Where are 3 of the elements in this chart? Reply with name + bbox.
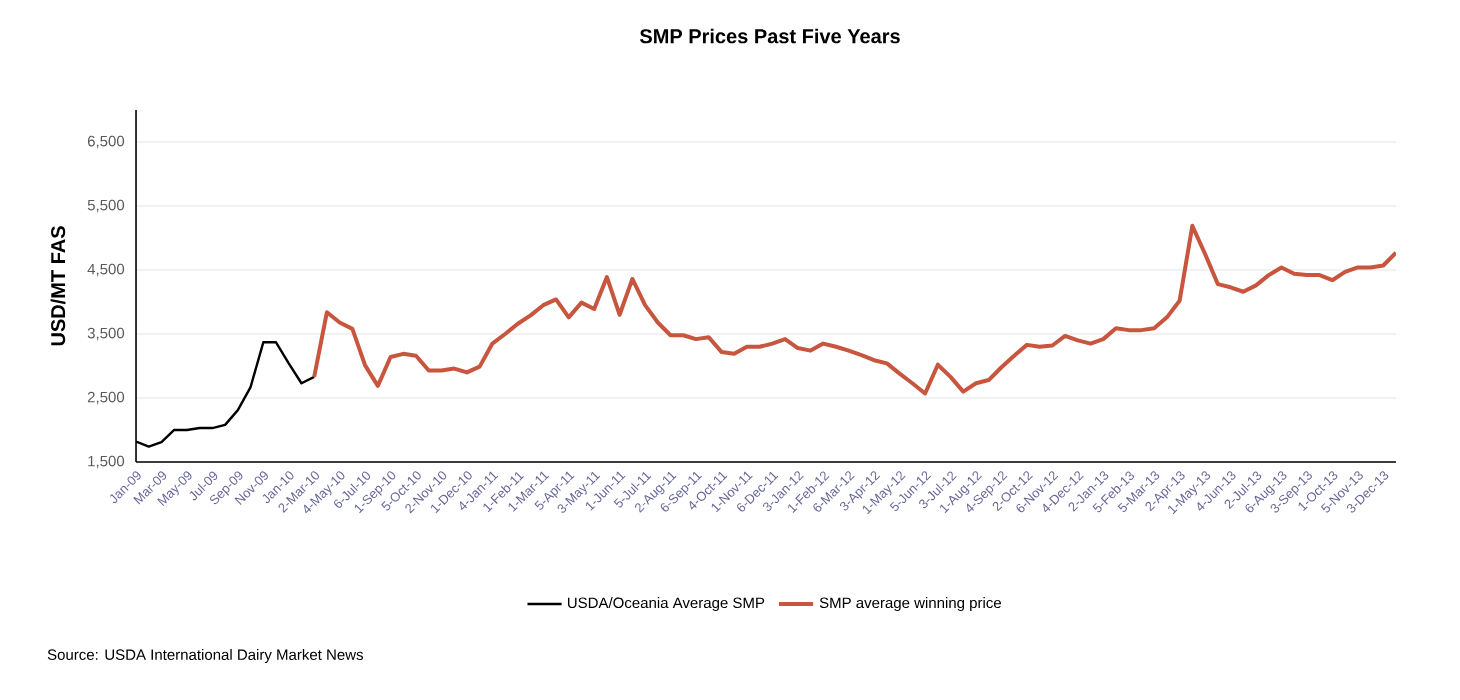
line-series (312, 223, 1396, 396)
chart-title: SMP Prices Past Five Years (639, 28, 900, 44)
y-axis-title: USD/MT FAS (50, 226, 66, 346)
